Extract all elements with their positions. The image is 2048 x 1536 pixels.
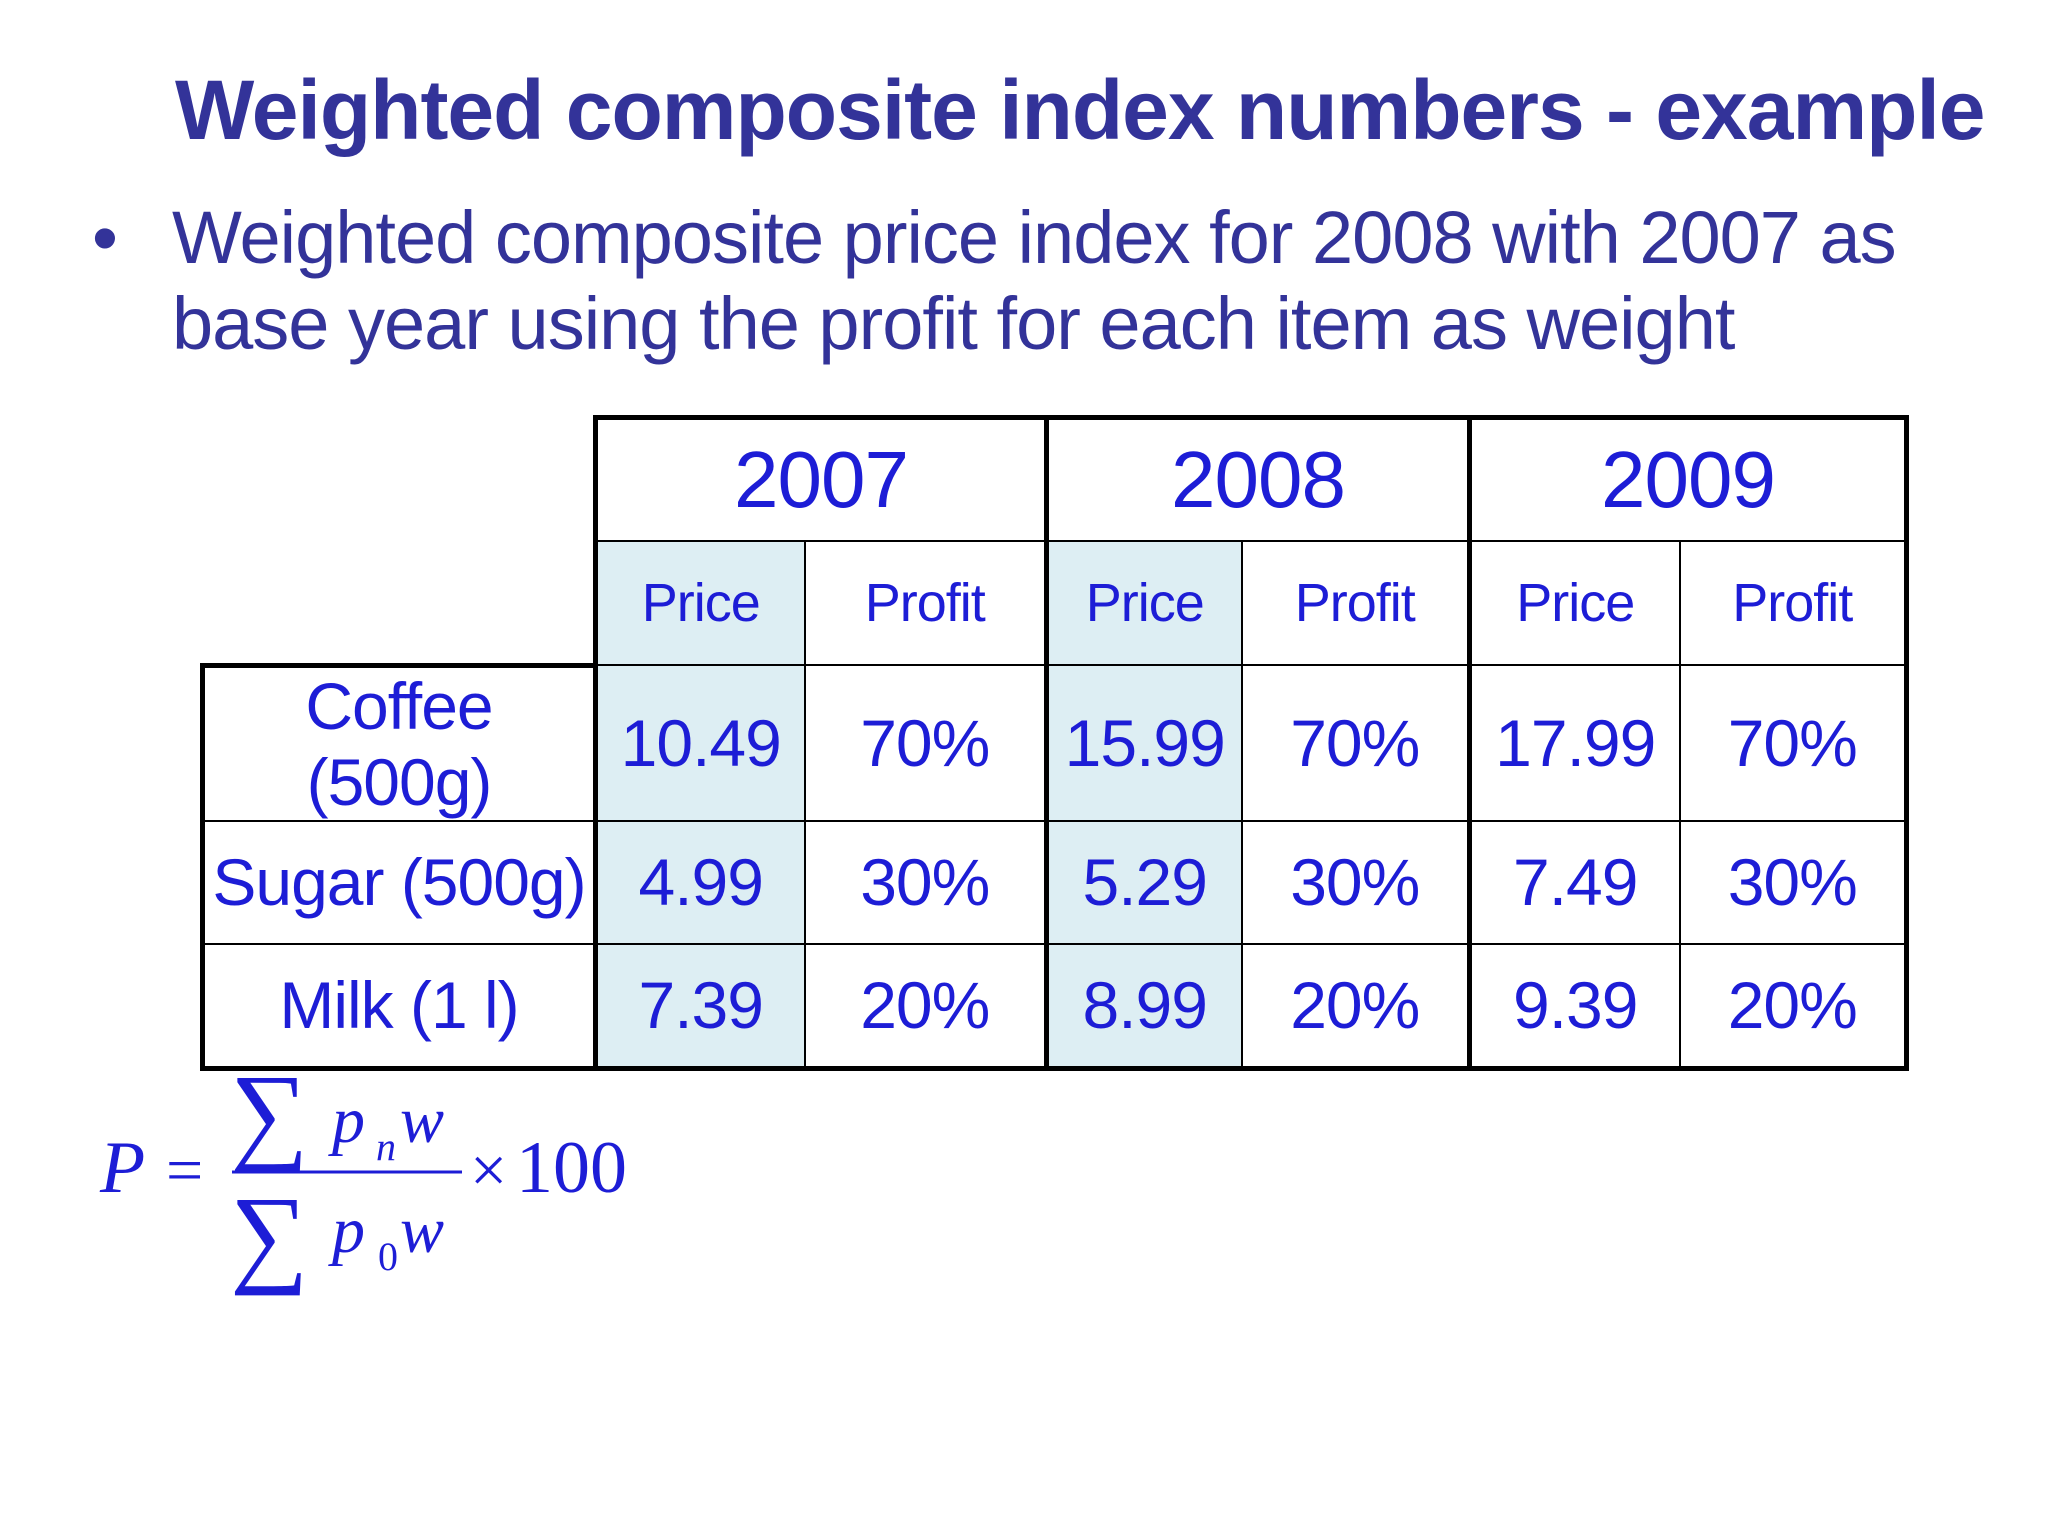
year-header-2008: 2008 — [1044, 415, 1471, 542]
price-cell: 5.29 — [1044, 819, 1243, 945]
price-cell: 4.99 — [593, 819, 806, 945]
profit-cell: 70% — [1678, 664, 1909, 822]
price-cell: 17.99 — [1467, 664, 1681, 822]
numerator-subscript: n — [376, 1124, 396, 1169]
sub-header-price: Price — [1044, 540, 1243, 666]
formula-equals: = — [166, 1134, 203, 1207]
formula-lhs: P — [99, 1127, 145, 1209]
table-row: Coffee (500g) 10.49 70% 15.99 70% 17.99 … — [200, 662, 1909, 822]
price-profit-table: 2007 2008 2009 Price Profit Price Profit… — [200, 415, 1909, 1071]
sub-header-row: Price Profit Price Profit Price Profit — [203, 540, 1909, 666]
profit-cell: 30% — [1240, 819, 1471, 945]
formula-constant: 100 — [516, 1127, 627, 1209]
profit-cell: 70% — [803, 664, 1048, 822]
profit-cell: 30% — [1678, 819, 1909, 945]
year-header-row: 2007 2008 2009 — [203, 415, 1909, 542]
empty-corner-cell — [203, 418, 596, 542]
price-cell: 10.49 — [593, 664, 806, 822]
profit-cell: 20% — [1678, 942, 1909, 1071]
sub-header-profit: Profit — [803, 540, 1048, 666]
price-cell: 8.99 — [1044, 942, 1243, 1071]
numerator-w: w — [400, 1084, 444, 1157]
numerator-sum-icon: ∑ — [230, 1060, 308, 1174]
bullet-text: Weighted composite price index for 2008 … — [172, 196, 1897, 365]
row-label: Coffee (500g) — [200, 662, 597, 822]
sub-header-profit: Profit — [1240, 540, 1471, 666]
sub-header-price: Price — [1467, 540, 1681, 666]
times-icon: × — [470, 1134, 507, 1207]
sub-header-price: Price — [593, 540, 806, 666]
numerator-p: p — [328, 1084, 365, 1157]
price-cell: 9.39 — [1467, 942, 1681, 1071]
profit-cell: 20% — [803, 942, 1048, 1071]
empty-corner-cell — [203, 541, 596, 665]
profit-cell: 70% — [1240, 664, 1471, 822]
table-row: Milk (1 l) 7.39 20% 8.99 20% 9.39 20% — [200, 942, 1909, 1071]
row-label: Milk (1 l) — [200, 942, 597, 1071]
row-label: Sugar (500g) — [200, 819, 597, 945]
sub-header-profit: Profit — [1678, 540, 1909, 666]
slide-title: Weighted composite index numbers - examp… — [175, 63, 1986, 157]
price-cell: 15.99 — [1044, 664, 1243, 822]
denominator-w: w — [400, 1194, 444, 1267]
price-cell: 7.49 — [1467, 819, 1681, 945]
profit-cell: 20% — [1240, 942, 1471, 1071]
table-row: Sugar (500g) 4.99 30% 5.29 30% 7.49 30% — [200, 819, 1909, 945]
denominator-sum-icon: ∑ — [230, 1174, 308, 1296]
price-cell: 7.39 — [593, 942, 806, 1071]
year-header-2009: 2009 — [1467, 415, 1909, 542]
denominator-subscript: 0 — [378, 1234, 398, 1279]
denominator-p: p — [328, 1194, 365, 1267]
year-header-2007: 2007 — [593, 415, 1048, 542]
weighted-index-formula: P = ∑ p n w ∑ p 0 w × 100 — [99, 1060, 627, 1296]
profit-cell: 30% — [803, 819, 1048, 945]
bullet-icon: • — [92, 196, 118, 279]
